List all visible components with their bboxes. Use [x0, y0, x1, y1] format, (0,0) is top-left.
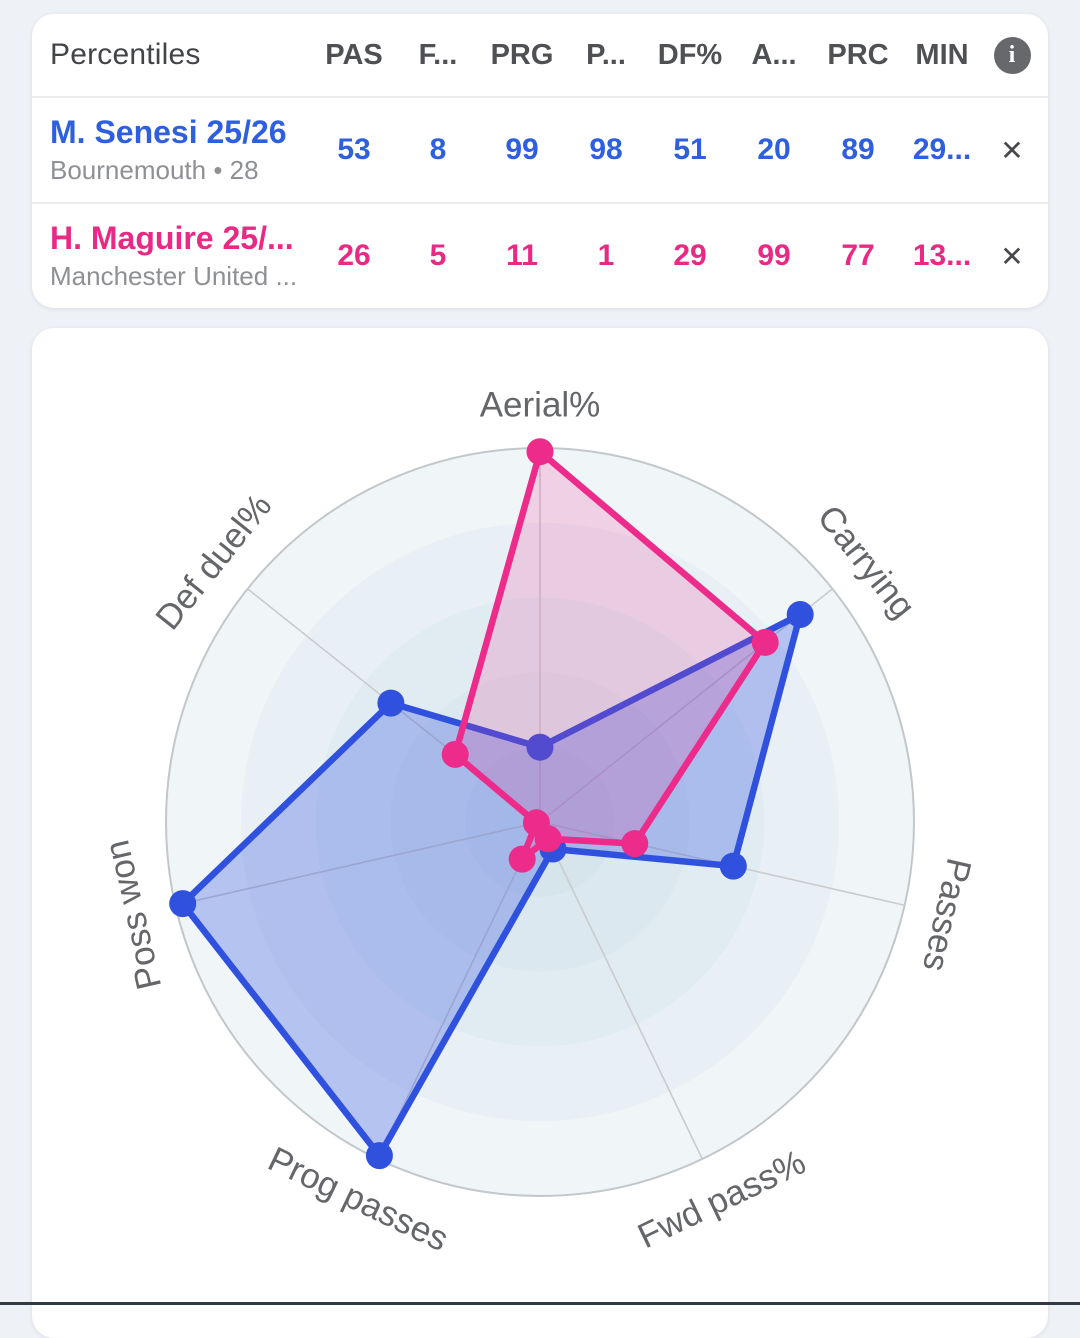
- player-row: H. Maguire 25/... Manchester United ... …: [32, 202, 1048, 308]
- table-title: Percentiles: [50, 38, 201, 71]
- radar-card: Aerial% Carrying Passes Fwd pass% Prog passe…: [32, 328, 1048, 1338]
- stat-value-poss: 98: [589, 133, 623, 166]
- radar-point[interactable]: [441, 740, 469, 768]
- column-header-fwd: F...: [418, 38, 458, 71]
- stat-value-pas: 53: [337, 133, 371, 166]
- radar-area-m-senesi-25-26: [179, 611, 804, 1159]
- axis-label-poss-won: Poss won: [97, 837, 169, 994]
- table-header: Percentiles PAS F... PRG P... DF% A... P…: [32, 14, 1048, 96]
- radar-point[interactable]: [751, 628, 779, 656]
- stat-value-fwd: 5: [429, 239, 447, 272]
- radar-point[interactable]: [621, 830, 649, 858]
- close-icon[interactable]: ✕: [984, 134, 1040, 167]
- radar-point[interactable]: [522, 809, 550, 837]
- stat-value-prc: 77: [841, 239, 875, 272]
- column-header-prc: PRC: [827, 38, 889, 71]
- stat-value-df: 29: [673, 239, 707, 272]
- radar-point[interactable]: [526, 438, 554, 466]
- info-icon[interactable]: i: [993, 36, 1031, 74]
- radar-point[interactable]: [719, 852, 747, 880]
- radar-point[interactable]: [377, 689, 405, 717]
- column-header-pas: PAS: [325, 38, 383, 71]
- bottom-divider: [0, 1302, 1080, 1305]
- player-name[interactable]: H. Maguire 25/...: [50, 219, 294, 256]
- stat-value-poss: 1: [597, 239, 615, 272]
- stat-value-df: 51: [673, 133, 707, 166]
- page: Percentiles PAS F... PRG P... DF% A... P…: [0, 14, 1080, 1338]
- axis-label-passes: Passes: [915, 855, 979, 976]
- stat-value-min: 29...: [912, 133, 972, 166]
- stat-value-aerial: 20: [757, 133, 791, 166]
- radar-axis-line: [175, 821, 541, 907]
- stat-value-min: 13...: [912, 239, 972, 272]
- column-header-min: MIN: [915, 38, 969, 71]
- player-cell[interactable]: M. Senesi 25/26 Bournemouth • 28: [50, 114, 312, 187]
- stat-value-fwd: 8: [429, 133, 447, 166]
- axis-label-aerial-: Aerial%: [480, 385, 601, 424]
- column-header-df: DF%: [657, 38, 723, 71]
- percentiles-card: Percentiles PAS F... PRG P... DF% A... P…: [32, 14, 1048, 308]
- radar-axis-line: [539, 588, 833, 823]
- radar-point[interactable]: [169, 890, 197, 918]
- column-header-poss: P...: [586, 38, 626, 71]
- close-icon[interactable]: ✕: [984, 240, 1040, 273]
- radar-point[interactable]: [365, 1142, 393, 1170]
- stat-value-prc: 89: [841, 133, 875, 166]
- radar-axis-line: [377, 821, 541, 1160]
- stat-value-pas: 26: [337, 239, 371, 272]
- radar-point[interactable]: [786, 601, 814, 628]
- player-subtitle: Manchester United ...: [50, 261, 298, 292]
- player-cell[interactable]: H. Maguire 25/... Manchester United ...: [50, 220, 312, 293]
- radar-point[interactable]: [526, 733, 554, 761]
- stat-value-aerial: 99: [757, 239, 791, 272]
- radar-point[interactable]: [508, 845, 536, 873]
- column-header-prg: PRG: [490, 38, 554, 71]
- stat-value-prg: 99: [505, 133, 539, 166]
- player-name[interactable]: M. Senesi 25/26: [50, 113, 287, 150]
- stat-value-prg: 11: [506, 239, 538, 272]
- radar-area-h-maguire-25-26: [451, 448, 769, 863]
- info-button-wrap: i: [984, 36, 1040, 74]
- column-header-aerial: A...: [751, 38, 797, 71]
- player-row: M. Senesi 25/26 Bournemouth • 28 53 8 99…: [32, 96, 1048, 202]
- radar-axis-line: [539, 821, 703, 1160]
- player-subtitle: Bournemouth • 28: [50, 155, 259, 186]
